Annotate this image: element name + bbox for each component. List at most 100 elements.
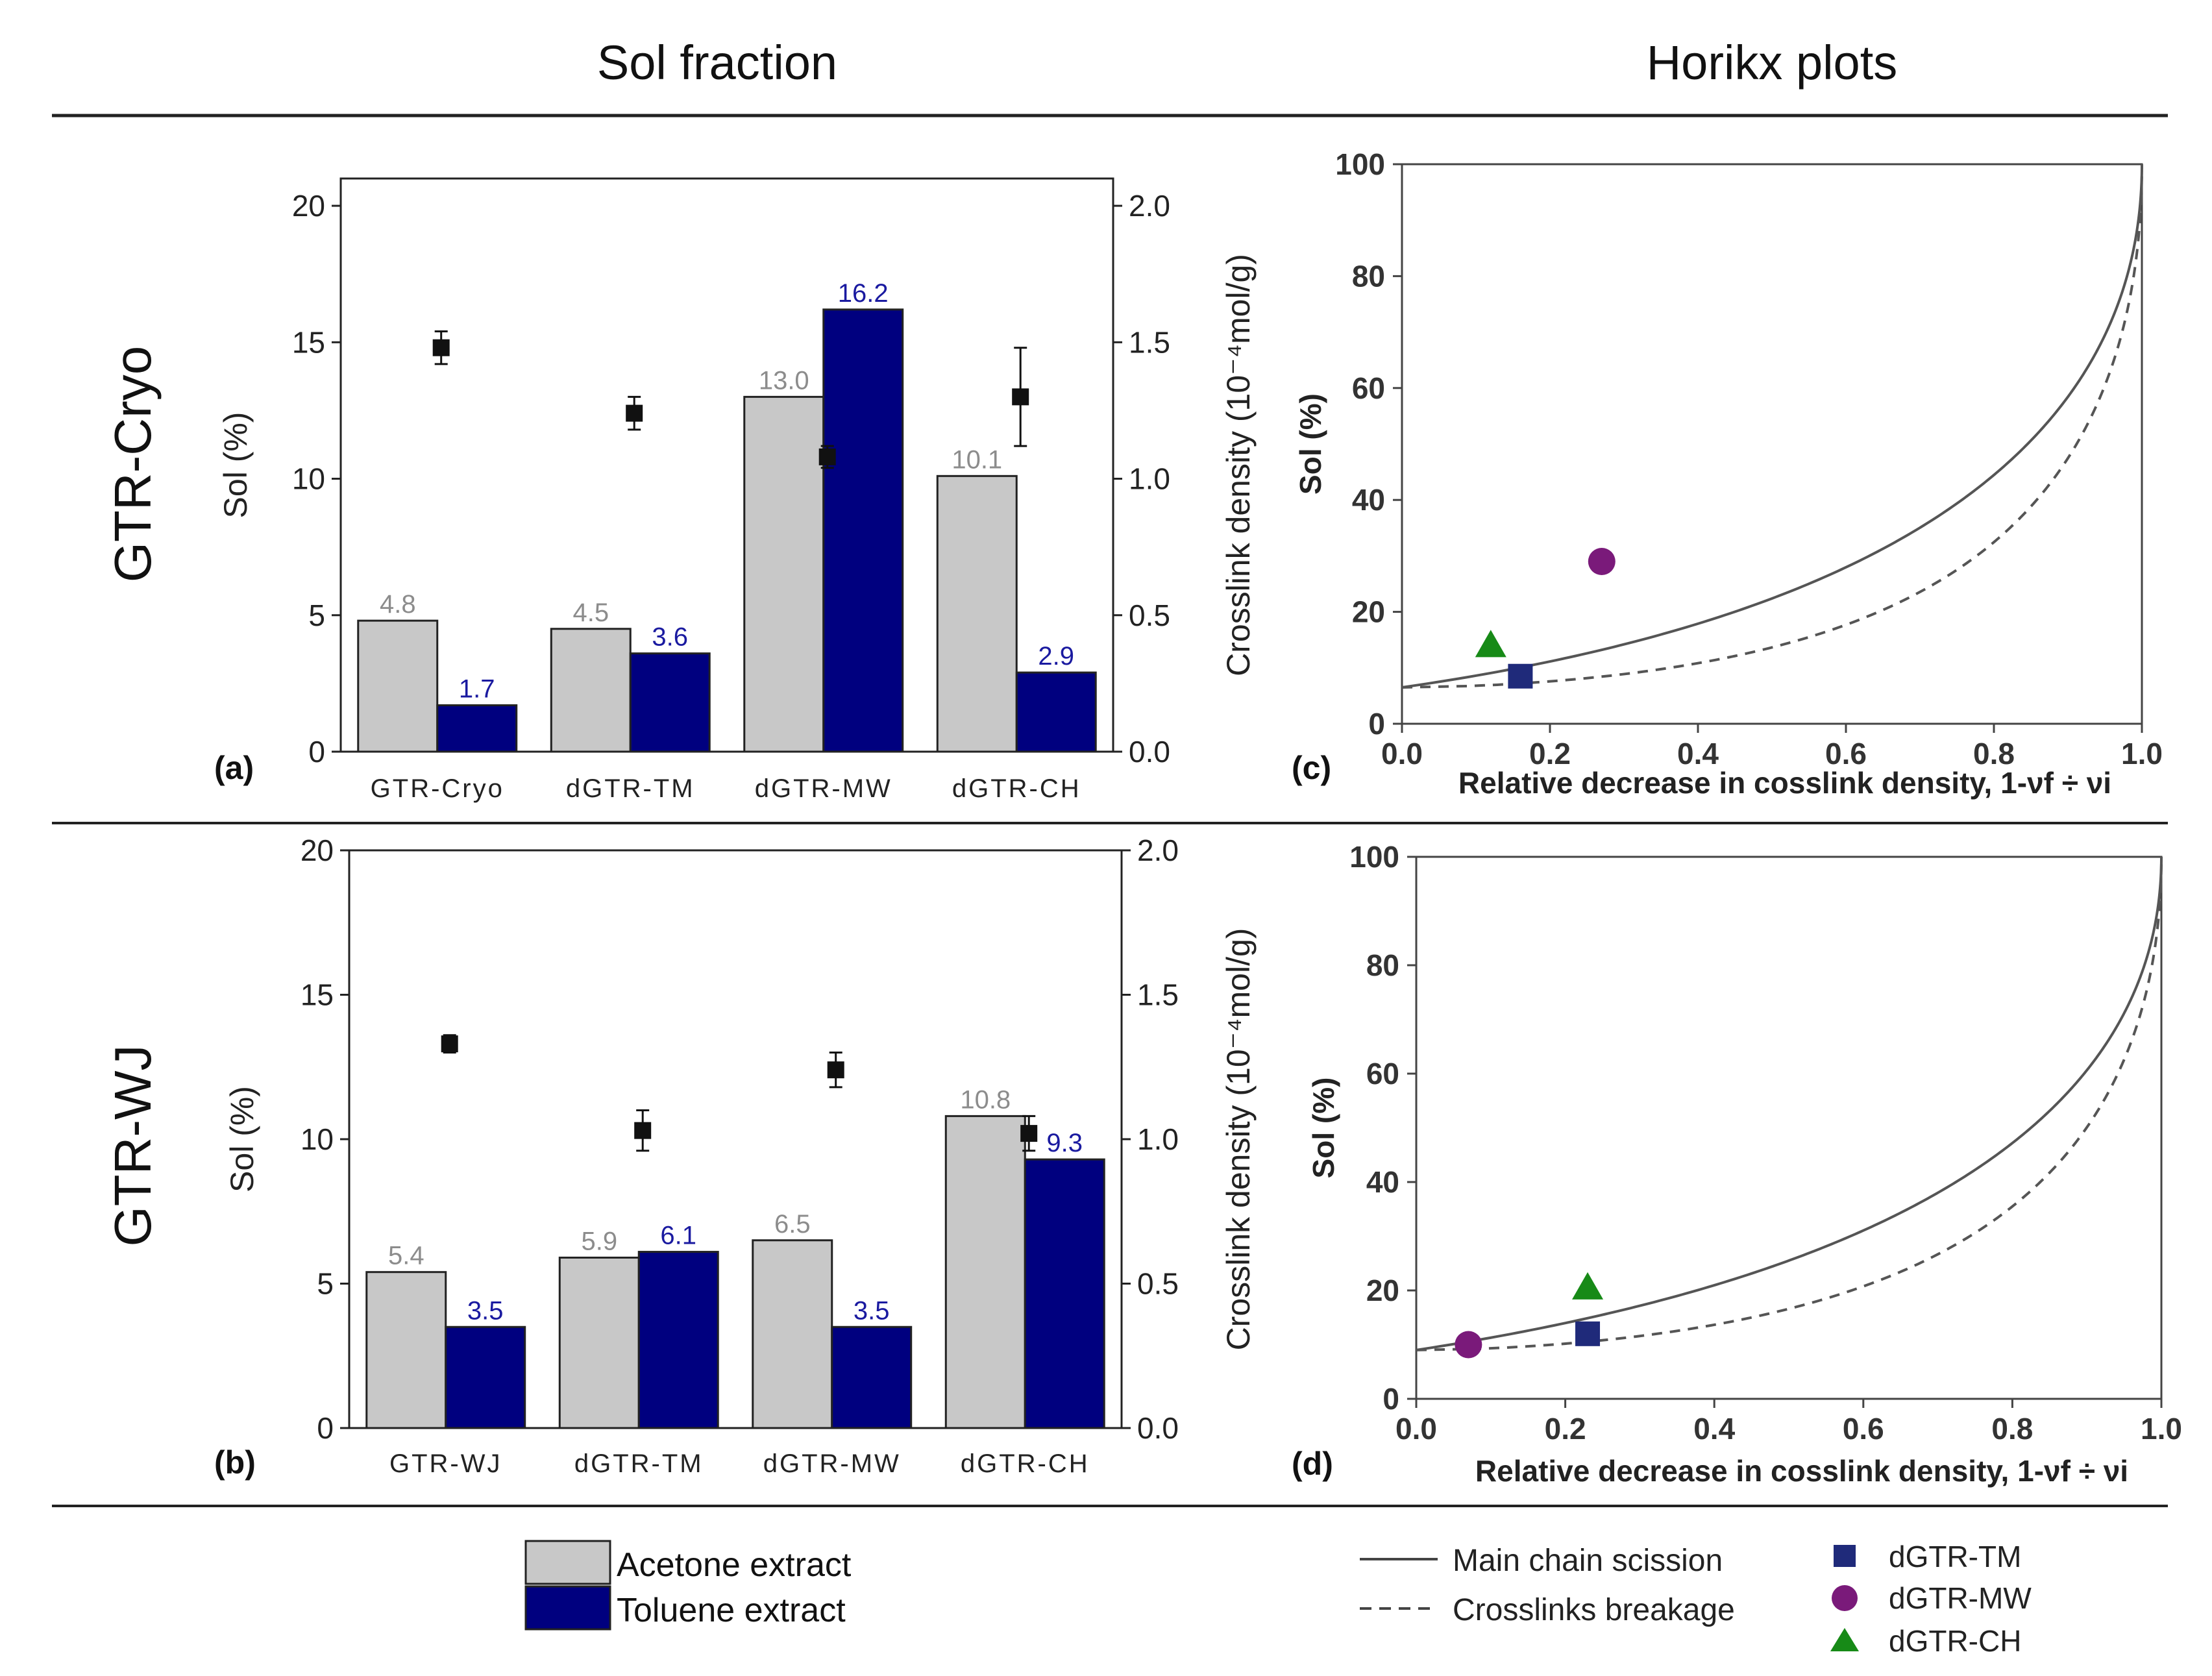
y2-tick-label: 1.5 — [1129, 325, 1170, 359]
acetone-bar — [357, 619, 439, 753]
y-tick-label: 100 — [1349, 840, 1399, 874]
y2-axis-label: Crosslink density (10⁻⁴mol/g) — [1220, 254, 1257, 676]
crosslink-density-marker — [626, 404, 643, 422]
y2-tick-label: 1.5 — [1137, 978, 1179, 1012]
y-tick-label: 20 — [292, 189, 325, 223]
category-label: dGTR-TM — [574, 1449, 704, 1478]
acetone-bar — [936, 474, 1018, 753]
y-tick-label: 20 — [1366, 1274, 1399, 1307]
legend-label-mw: dGTR-MW — [1889, 1581, 2032, 1615]
y-tick-label: 15 — [292, 325, 325, 359]
y-tick-label: 80 — [1366, 948, 1399, 982]
y-tick-label: 60 — [1366, 1057, 1399, 1091]
y2-tick-label: 1.0 — [1137, 1122, 1179, 1156]
panel-label: (b) — [214, 1444, 256, 1481]
y-axis-label: Sol (%) — [1307, 1078, 1340, 1179]
acetone-bar — [743, 395, 825, 753]
toluene-value-label: 3.5 — [854, 1296, 890, 1325]
horikx-plots-header: Horikx plots — [1647, 36, 1898, 90]
legend-label-toluene: Toluene extract — [617, 1592, 846, 1629]
category-label: dGTR-MW — [755, 774, 892, 803]
x-tick-label: 1.0 — [2141, 1412, 2182, 1446]
y-tick-label: 5 — [308, 598, 325, 632]
category-label: dGTR-CH — [961, 1449, 1090, 1478]
y-tick-label: 10 — [292, 462, 325, 496]
legend-swatch-acetone — [524, 1540, 611, 1585]
panel-label: (a) — [214, 750, 254, 786]
toluene-bar — [1024, 1158, 1105, 1429]
category-label: dGTR-MW — [763, 1449, 901, 1478]
toluene-bar — [445, 1325, 526, 1429]
panel-label: (d) — [1292, 1446, 1333, 1482]
y2-tick-label: 0.5 — [1137, 1267, 1179, 1301]
data-point-mw — [1455, 1331, 1482, 1359]
acetone-value-label: 5.9 — [581, 1227, 617, 1255]
category-label: dGTR-TM — [566, 774, 695, 803]
acetone-value-label: 10.8 — [960, 1085, 1011, 1114]
main-chain-scission-curve — [1401, 164, 2143, 689]
plot-frame — [339, 177, 1114, 753]
crosslink-density-marker — [634, 1122, 652, 1139]
acetone-value-label: 13.0 — [759, 366, 809, 395]
legend-swatch-toluene — [524, 1585, 611, 1631]
data-point-tm — [1508, 663, 1533, 689]
x-tick-label: 0.0 — [1395, 1412, 1437, 1446]
toluene-value-label: 3.6 — [652, 623, 688, 652]
acetone-bar — [365, 1271, 447, 1429]
x-tick-label: 0.6 — [1843, 1412, 1884, 1446]
data-point-ch — [1572, 1272, 1604, 1300]
acetone-bar — [752, 1239, 833, 1429]
bar-chart-a: 4.8 1.7 GTR-Cryo 4.5 3.6 dGTR-TM 13.0 16.2 dGTR-… — [214, 177, 1257, 803]
y-tick-label: 0 — [308, 735, 325, 769]
y-tick-label: 15 — [301, 978, 334, 1012]
legend-marker-mw — [1832, 1585, 1858, 1611]
acetone-value-label: 4.5 — [572, 598, 609, 627]
acetone-value-label: 10.1 — [952, 445, 1002, 474]
data-point-ch — [1475, 630, 1506, 658]
legend-label-tm: dGTR-TM — [1889, 1540, 2021, 1573]
x-tick-label: 0.4 — [1677, 737, 1719, 770]
crosslink-density-marker — [818, 448, 836, 465]
crosslinks-breakage-curve — [1401, 164, 2143, 689]
x-tick-label: 0.8 — [1991, 1412, 2033, 1446]
y-tick-label: 10 — [301, 1122, 334, 1156]
toluene-value-label: 16.2 — [838, 279, 889, 308]
y-tick-label: 20 — [1352, 595, 1385, 629]
y2-tick-label: 0.5 — [1129, 598, 1170, 632]
row-label-gtr-cryo: GTR-Cryo — [104, 346, 162, 582]
x-tick-label: 0.6 — [1825, 737, 1867, 770]
acetone-bar — [558, 1256, 640, 1429]
bar-chart-b: 5.4 3.5 GTR-WJ 5.9 6.1 dGTR-TM 6.5 3.5 dGTR-MW 10… — [214, 833, 1257, 1481]
category-label: GTR-WJ — [389, 1449, 502, 1478]
y-axis-label: Sol (%) — [217, 412, 254, 519]
crosslink-density-marker — [827, 1061, 844, 1079]
x-tick-label: 0.2 — [1529, 737, 1571, 770]
toluene-value-label: 9.3 — [1046, 1129, 1083, 1157]
plot-frame — [1401, 163, 2143, 725]
data-point-mw — [1588, 548, 1616, 576]
y-tick-label: 80 — [1352, 259, 1385, 293]
toluene-bar — [637, 1251, 719, 1429]
y-axis-label: Sol (%) — [224, 1086, 260, 1192]
crosslink-density-marker — [1012, 388, 1029, 406]
toluene-value-label: 2.9 — [1038, 642, 1074, 671]
category-label: dGTR-CH — [952, 774, 1081, 803]
x-axis-label: Relative decrease in cosslink density, 1… — [1475, 1454, 2128, 1488]
data-point-tm — [1575, 1321, 1601, 1346]
toluene-bar — [629, 652, 711, 753]
legend-marker-tm — [1834, 1545, 1856, 1567]
acetone-value-label: 5.4 — [388, 1242, 424, 1270]
acetone-value-label: 4.8 — [380, 590, 416, 619]
sol-fraction-header: Sol fraction — [597, 36, 837, 90]
acetone-bar — [550, 628, 632, 753]
y-tick-label: 60 — [1352, 371, 1385, 405]
legend-label-main-chain: Main chain scission — [1453, 1544, 1723, 1578]
y-tick-label: 20 — [301, 833, 334, 867]
legend-label-ch: dGTR-CH — [1889, 1624, 2021, 1658]
row-label-gtr-wj: GTR-WJ — [104, 1044, 162, 1246]
x-tick-label: 0.4 — [1693, 1412, 1735, 1446]
main-chain-scission-curve — [1416, 856, 2163, 1351]
toluene-bar — [822, 308, 904, 753]
horikx-plot-d: 0.0 0.2 0.4 0.6 0.8 1.0 0 20 40 60 80 100 Relative d… — [1292, 840, 2182, 1488]
